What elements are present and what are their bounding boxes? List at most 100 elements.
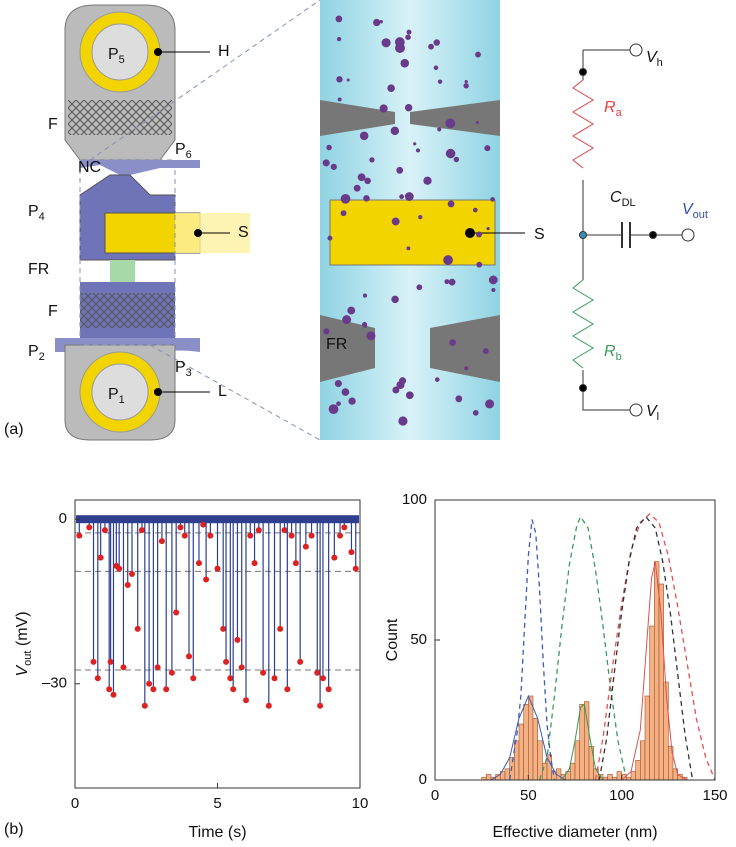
bar (570, 762, 576, 781)
label-text: S (534, 226, 545, 243)
label-text: P (108, 386, 119, 403)
particle (353, 184, 361, 192)
spike-peak (331, 554, 338, 561)
label: Ra (604, 99, 623, 119)
spike-peak (292, 560, 299, 567)
spike-peak (281, 527, 288, 534)
bar (644, 695, 650, 781)
spike-peak (150, 686, 157, 693)
label-text: V (646, 49, 658, 66)
particle (399, 194, 405, 200)
particle (448, 278, 456, 286)
label-text: R (604, 343, 616, 360)
label-text: P (175, 141, 186, 158)
particle (405, 391, 414, 400)
zoom-panel (320, 0, 525, 440)
spike-peak (190, 675, 197, 682)
spike-peak (234, 636, 241, 643)
particle (347, 306, 356, 315)
spike-peak (168, 669, 175, 676)
spike-peak (284, 686, 291, 693)
particle (346, 78, 350, 82)
label-text: F (48, 116, 58, 133)
label: P4 (28, 203, 45, 223)
bar (532, 718, 538, 781)
spike-peak (186, 653, 192, 660)
spike-peak (243, 697, 249, 704)
particle (379, 19, 383, 24)
spike-peak (158, 538, 165, 545)
label: CDL (610, 189, 636, 209)
particle (485, 399, 495, 409)
bar (616, 771, 622, 781)
bar (504, 768, 510, 781)
particle (404, 192, 414, 201)
bar (607, 774, 613, 781)
particle (342, 315, 352, 325)
bar (537, 740, 543, 781)
spike-peak (76, 532, 83, 539)
spike-peak (238, 664, 245, 671)
y-tick-label: 0 (419, 771, 427, 788)
particle (340, 210, 347, 217)
particle (392, 386, 400, 394)
spike-peak (319, 675, 326, 682)
particle (337, 97, 342, 102)
particle (363, 195, 370, 202)
particle (336, 401, 341, 406)
bar (514, 740, 520, 781)
particle (323, 328, 330, 335)
label-text: R (604, 99, 616, 116)
particle (490, 197, 495, 202)
bar (640, 740, 646, 781)
x-tick-label: 0 (71, 795, 79, 812)
particle (472, 207, 478, 213)
particle (445, 148, 456, 159)
spike-peak (195, 560, 202, 567)
bar (486, 774, 492, 781)
bar (588, 746, 594, 781)
particle (482, 348, 489, 355)
label-text: V (682, 201, 694, 218)
particle (361, 174, 365, 178)
label-text: P (175, 359, 186, 376)
particle (475, 51, 481, 58)
bar (574, 740, 580, 781)
fit-curve-dashed (594, 513, 716, 781)
fit-curve (621, 561, 688, 781)
label-sub: 5 (119, 54, 125, 66)
spike-peak (97, 554, 104, 561)
particle (326, 144, 332, 151)
spike-peak (181, 532, 188, 539)
particle (449, 339, 456, 346)
x-axis-label: Time (s) (188, 824, 246, 841)
spike-peak (110, 691, 117, 698)
label-sub: b (616, 351, 622, 363)
spike-peak (177, 524, 184, 531)
y-tick-label: 0 (59, 510, 67, 527)
particle (406, 29, 412, 35)
label-text: L (218, 383, 227, 400)
particle (428, 43, 434, 50)
particle (476, 261, 483, 268)
particle (475, 120, 479, 124)
particle (366, 331, 376, 341)
label: NC (78, 159, 101, 176)
bar (630, 771, 636, 781)
label: P2 (28, 343, 45, 363)
spike-peak (337, 532, 344, 539)
label-sub: 2 (39, 351, 45, 363)
label: L (218, 383, 227, 400)
panel-label: (a) (4, 421, 24, 438)
particle (336, 76, 343, 83)
spike-peak (223, 658, 230, 665)
label: Rb (604, 343, 622, 363)
particle (476, 231, 483, 238)
spike-peak (247, 532, 254, 539)
particle (387, 84, 395, 92)
label-text: P (108, 46, 119, 63)
spike-peak (129, 571, 135, 578)
spike-peak (141, 702, 148, 709)
particle (415, 148, 421, 153)
